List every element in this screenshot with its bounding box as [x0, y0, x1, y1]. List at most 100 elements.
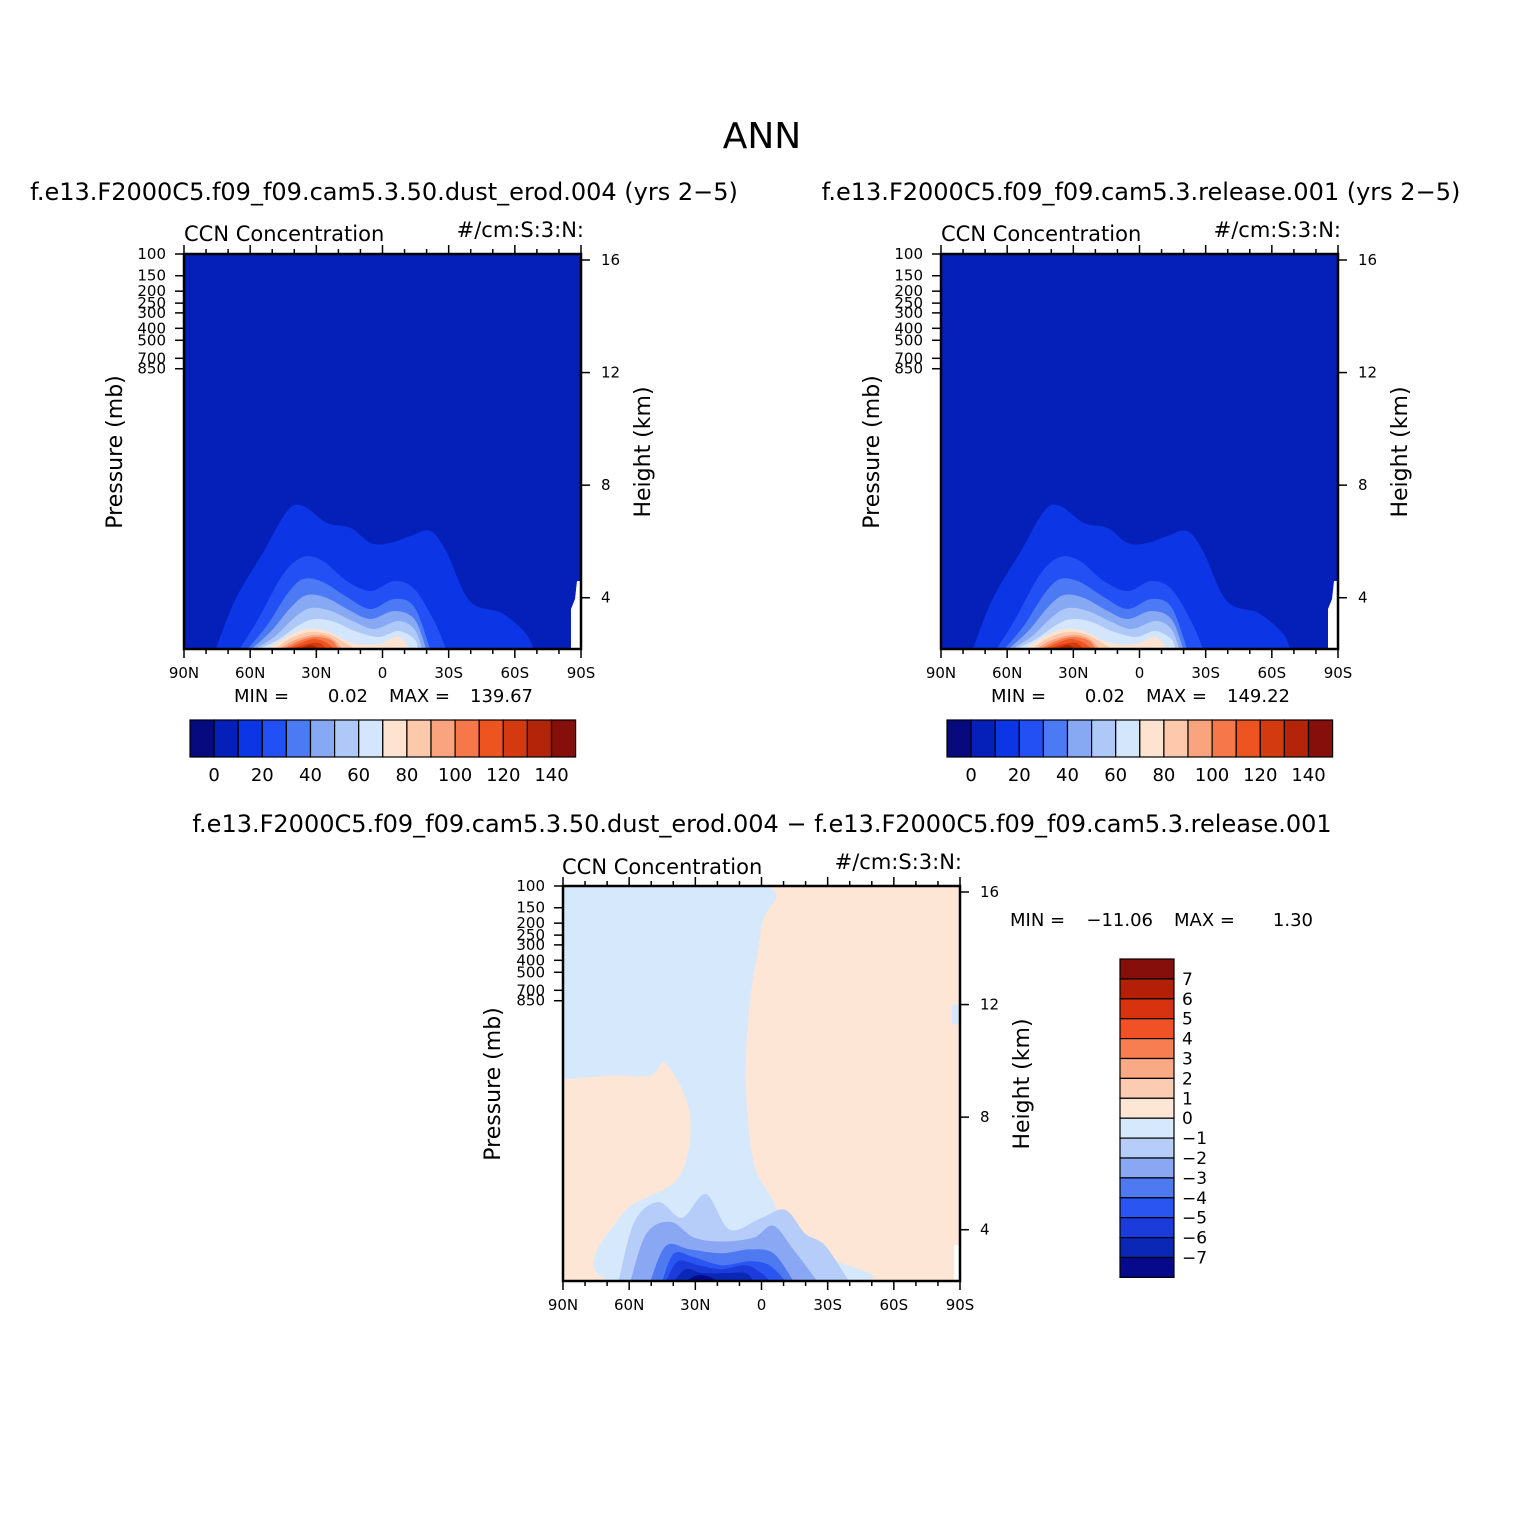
- y-tick-label: 100: [894, 245, 923, 263]
- y-tick-label: 200: [516, 914, 545, 932]
- y-tick-label: 100: [137, 245, 166, 263]
- colorbar-label: 7: [1182, 970, 1193, 990]
- y2-tick-label: 4: [980, 1221, 990, 1239]
- max-label: MAX =: [1174, 910, 1235, 931]
- contour-field: [563, 886, 960, 1281]
- y-axis-label: Pressure (mb): [103, 375, 128, 529]
- colorbar-label: 120: [486, 765, 520, 786]
- colorbar-swatch: [1211, 719, 1237, 758]
- y-tick-label: 250: [137, 294, 166, 312]
- y-tick-label: 150: [894, 267, 923, 285]
- y-axis-label: Pressure (mb): [481, 1007, 506, 1161]
- min-value: 0.02: [1085, 686, 1125, 707]
- colorbar-swatch: [237, 719, 263, 758]
- colorbar-swatch: [1119, 1197, 1175, 1219]
- colorbar-label: 20: [1008, 765, 1031, 786]
- colorbar-label: 4: [1182, 1030, 1193, 1050]
- units-label: #/cm:S:3:N:: [835, 850, 962, 874]
- min-label: MIN =: [991, 686, 1046, 707]
- max-label: MAX =: [1146, 686, 1207, 707]
- colorbar-label: 140: [1291, 765, 1325, 786]
- colorbar-swatch: [994, 719, 1020, 758]
- colorbar-label: 20: [251, 765, 274, 786]
- y-tick-label: 850: [137, 360, 166, 378]
- colorbar-swatch: [1119, 1217, 1175, 1239]
- y-tick-label: 500: [894, 331, 923, 349]
- y2-tick-label: 12: [601, 364, 620, 382]
- x-tick-label: 30S: [434, 664, 463, 682]
- y-tick-label: 700: [137, 349, 166, 367]
- colorbar-swatch: [502, 719, 528, 758]
- x-tick-label: 90N: [548, 1296, 578, 1314]
- colorbar-swatch: [550, 719, 577, 758]
- colorbar-swatch: [1307, 719, 1334, 758]
- colorbar-label: 2: [1182, 1069, 1193, 1089]
- colorbar-swatch: [1119, 1018, 1175, 1040]
- y2-tick-label: 16: [601, 251, 620, 269]
- colorbar-swatch: [1119, 1117, 1175, 1139]
- y-tick-label: 150: [137, 267, 166, 285]
- colorbar-label: 140: [534, 765, 568, 786]
- x-tick-label: 30N: [301, 664, 331, 682]
- left-label: CCN Concentration: [184, 222, 384, 246]
- missing-data-region: [571, 581, 581, 649]
- y-tick-label: 150: [516, 899, 545, 917]
- colorbar-swatch: [1018, 719, 1044, 758]
- min-value: −11.06: [1086, 910, 1153, 931]
- x-tick-label: 90S: [1324, 664, 1353, 682]
- colorbar-swatch: [1042, 719, 1069, 758]
- units-label: #/cm:S:3:N:: [457, 218, 584, 242]
- colorbar-label: 0: [965, 765, 976, 786]
- y2-tick-label: 16: [980, 883, 999, 901]
- y-tick-label: 100: [516, 877, 545, 895]
- colorbar-swatch: [1119, 1077, 1175, 1099]
- y2-tick-label: 8: [980, 1108, 990, 1126]
- colorbar-swatch: [1119, 1157, 1175, 1179]
- panel-title: f.e13.F2000C5.f09_f09.cam5.3.50.dust_ero…: [30, 178, 738, 206]
- colorbar-label: 100: [438, 765, 472, 786]
- colorbar-swatch: [970, 719, 996, 758]
- colorbar-swatch: [1119, 1256, 1175, 1278]
- y2-tick-label: 12: [980, 996, 999, 1014]
- colorbar-label: −4: [1182, 1189, 1207, 1209]
- min-value: 0.02: [328, 686, 368, 707]
- colorbar-swatch: [1187, 719, 1213, 758]
- panel-release: f.e13.F2000C5.f09_f09.cam5.3.release.001…: [822, 178, 1461, 786]
- colorbar-label: 3: [1182, 1050, 1193, 1070]
- missing-data-region: [1328, 581, 1338, 649]
- x-tick-label: 0: [1135, 664, 1145, 682]
- missing-data-region: [954, 1245, 960, 1281]
- page-title: ANN: [723, 116, 802, 157]
- min-label: MIN =: [1010, 910, 1065, 931]
- colorbar-swatch: [334, 719, 360, 758]
- x-tick-label: 90N: [926, 664, 956, 682]
- colorbar-swatch: [1259, 719, 1286, 758]
- y-tick-label: 700: [894, 349, 923, 367]
- colorbar-label: 40: [1056, 765, 1079, 786]
- colorbar-swatch: [261, 719, 287, 758]
- colorbar: 0 20 40 60 80 100 120 140: [946, 719, 1334, 786]
- contour-field: [184, 254, 581, 649]
- x-tick-label: 30S: [1191, 664, 1220, 682]
- x-tick-label: 60S: [501, 664, 530, 682]
- colorbar-swatch: [1283, 719, 1310, 758]
- colorbar-label: 6: [1182, 990, 1193, 1010]
- negative-band-6: [686, 1274, 718, 1281]
- colorbar-swatch: [1119, 1037, 1175, 1060]
- y-tick-label: 250: [894, 294, 923, 312]
- negative-edge-patch: [952, 1004, 960, 1025]
- colorbar-label: −6: [1182, 1229, 1207, 1249]
- contour-field: [941, 254, 1338, 649]
- y2-tick-label: 8: [601, 476, 611, 494]
- panel-difference: f.e13.F2000C5.f09_f09.cam5.3.50.dust_ero…: [192, 810, 1331, 1314]
- colorbar-swatch: [1119, 1137, 1175, 1159]
- colorbar-swatch: [285, 719, 312, 758]
- colorbar-swatch: [1066, 719, 1093, 758]
- left-label: CCN Concentration: [562, 855, 762, 879]
- y2-axis-label: Height (km): [1010, 1018, 1035, 1149]
- y-tick-label: 400: [137, 319, 166, 337]
- colorbar-label: 100: [1195, 765, 1229, 786]
- panel-dust-erod: f.e13.F2000C5.f09_f09.cam5.3.50.dust_ero…: [30, 178, 738, 786]
- y-tick-label: 700: [516, 981, 545, 999]
